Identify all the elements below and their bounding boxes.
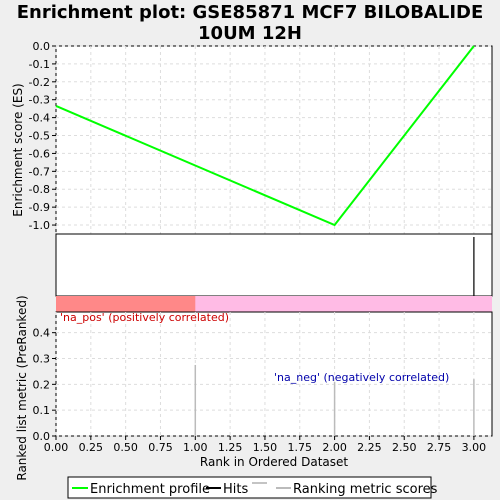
legend-label-ranking-metric: Ranking metric scores [293,482,438,497]
metric-y-ticks: 0.0 0.1 0.2 0.3 0.4 [33,327,56,443]
es-y-tick-label: -0.5 [29,130,50,143]
legend-box [67,476,432,499]
es-y-tick-label: -0.2 [29,76,50,89]
legend-label-enrichment-profile: Enrichment profile [90,482,210,497]
metric-panel: 0.0 0.1 0.2 0.3 0.4 0.00 0.25 0.50 0.75 1.00 1.25… [15,295,493,481]
es-y-tick-label: -0.6 [29,147,50,160]
es-profile-line [55,45,475,227]
x-tick-label: 0.25 [79,441,104,454]
x-tick-label: 0.50 [113,441,138,454]
metric-grid [55,312,492,437]
es-y-axis-label: Enrichment score (ES) [11,83,25,216]
es-y-ticks: 0.0 -0.1 -0.2 -0.3 -0.4 -0.5 -0.6 -0.7 -0.8 -0.9 -… [29,40,56,232]
es-grid [55,45,492,234]
chart-title-line1: Enrichment plot: GSE85871 MCF7 BILOBALID… [17,2,484,23]
es-y-tick-label: -1.0 [29,219,50,232]
x-axis-label: Rank in Ordered Dataset [200,455,348,469]
x-tick-label: 1.75 [288,441,313,454]
metric-x-ticks: 0.00 0.25 0.50 0.75 1.00 1.25 1.50 1.75 2.00 2.25… [44,436,486,454]
neg-correlated-label: 'na_neg' (negatively correlated) [274,371,449,384]
metric-y-tick-label: 0.4 [33,327,51,340]
es-y-tick-label: -0.3 [29,94,50,107]
correlation-band [56,296,492,312]
metric-y-tick-label: 0.1 [33,404,51,417]
es-y-tick-label: -0.9 [29,201,50,214]
x-tick-label: 2.75 [427,441,452,454]
x-tick-label: 2.25 [357,441,382,454]
es-y-tick-label: 0.0 [33,40,51,53]
metric-y-tick-label: 0.2 [33,378,51,391]
x-tick-label: 1.50 [253,441,278,454]
metric-y-axis-label: Ranked list metric (PreRanked) [15,295,29,480]
legend-label-hits: Hits [223,482,248,497]
pos-correlated-label: 'na_pos' (positively correlated) [60,311,229,324]
metric-y-tick-label: 0.0 [33,430,51,443]
es-y-tick-label: -0.1 [29,58,50,71]
x-tick-label: 0.75 [148,441,173,454]
metric-y-tick-label: 0.3 [33,353,51,366]
legend: Enrichment profile Hits Ranking metric s… [67,476,438,499]
x-tick-label: 0.00 [44,441,69,454]
hits-panel-background [55,233,493,297]
es-y-tick-label: -0.8 [29,183,50,196]
es-y-tick-label: -0.4 [29,112,50,125]
x-tick-label: 1.25 [218,441,243,454]
pos-correlation-band [56,296,196,312]
es-panel: 0.0 -0.1 -0.2 -0.3 -0.4 -0.5 -0.6 -0.7 -0.8 -0.9 -… [11,40,493,235]
es-y-tick-label: -0.7 [29,165,50,178]
metric-bars [194,364,475,436]
x-tick-label: 2.50 [392,441,417,454]
x-tick-label: 3.00 [462,441,487,454]
x-tick-label: 1.00 [183,441,208,454]
chart-title-line2: 10UM 12H [198,23,302,44]
es-panel-background [55,45,493,235]
hits-panel [55,233,493,297]
x-tick-label: 2.00 [322,441,347,454]
